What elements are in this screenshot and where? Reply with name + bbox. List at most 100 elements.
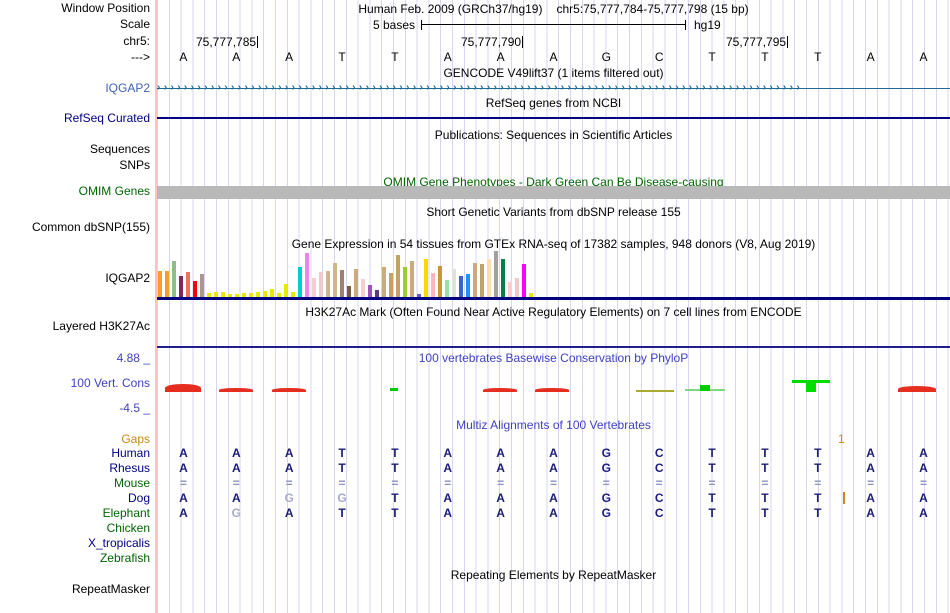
- base-cell: A: [231, 446, 241, 460]
- scale-bar: [421, 20, 686, 30]
- base-cell: T: [708, 491, 716, 505]
- dbsnp-track-label[interactable]: Common dbSNP(155): [31, 220, 150, 234]
- species-label-zebrafish[interactable]: Zebrafish: [99, 551, 150, 565]
- multiz-gaps-label[interactable]: Gaps: [121, 432, 150, 446]
- gtex-tissue-bar: [200, 274, 204, 297]
- base-cell: T: [761, 491, 769, 505]
- base-cell: A: [549, 491, 558, 505]
- gtex-tissue-bar: [438, 266, 442, 297]
- gtex-tissue-bar: [277, 293, 281, 297]
- gtex-tissue-bar: [270, 289, 274, 297]
- gtex-tissue-bar: [480, 264, 484, 297]
- species-label-human[interactable]: Human: [111, 446, 150, 460]
- base-cell: A: [496, 446, 505, 460]
- dbsnp-track-title: Short Genetic Variants from dbSNP releas…: [426, 205, 681, 219]
- h3k27ac-track-label[interactable]: Layered H3K27Ac: [52, 319, 150, 333]
- refseq-curated-label[interactable]: RefSeq Curated: [63, 111, 150, 125]
- gtex-tissue-bar: [452, 269, 456, 297]
- snps-track-label[interactable]: SNPs: [119, 158, 150, 172]
- base-cell: =: [179, 476, 187, 490]
- h3k27ac-track-title: H3K27Ac Mark (Often Found Near Active Re…: [305, 305, 802, 319]
- base-cell: T: [391, 461, 399, 475]
- species-label-mouse[interactable]: Mouse: [113, 476, 150, 490]
- gtex-tissue-bar: [361, 279, 365, 297]
- sequences-track-label[interactable]: Sequences: [89, 142, 150, 156]
- conservation-min-value: -4.5 _: [119, 401, 150, 415]
- base-cell: G: [601, 491, 611, 505]
- base-cell: A: [866, 461, 875, 475]
- gtex-gene-label[interactable]: IQGAP2: [105, 271, 150, 285]
- strand-direction-label[interactable]: --->: [131, 50, 150, 64]
- base-cell: A: [232, 50, 241, 64]
- base-cell: T: [391, 491, 399, 505]
- gencode-gene-strand-arrows[interactable]: ››››››››››››››››››››››››››››››››››››››››…: [157, 81, 950, 95]
- gtex-tissue-bar: [494, 251, 498, 297]
- base-cell: C: [654, 446, 664, 460]
- base-cell: =: [232, 476, 240, 490]
- gtex-tissue-bar: [333, 263, 337, 297]
- gencode-track-title: GENCODE V49lift37 (1 items filtered out): [443, 66, 664, 80]
- omim-genes-label[interactable]: OMIM Genes: [78, 184, 150, 198]
- base-cell: T: [391, 50, 399, 64]
- gtex-tissue-bar: [207, 293, 211, 297]
- base-cell: A: [284, 446, 294, 460]
- gtex-tissue-bar: [249, 293, 253, 297]
- base-cell: A: [549, 50, 558, 64]
- base-cell: =: [497, 476, 505, 490]
- base-cell: A: [179, 446, 188, 460]
- base-cell: T: [338, 506, 346, 520]
- base-cell: =: [549, 476, 557, 490]
- species-label-x-tropicalis[interactable]: X_tropicalis: [87, 536, 150, 550]
- species-label-elephant[interactable]: Elephant: [102, 506, 150, 520]
- gtex-expression-bar-chart[interactable]: [158, 251, 536, 297]
- base-cell: C: [654, 491, 664, 505]
- gtex-tissue-bar: [298, 267, 302, 297]
- gtex-tissue-bar: [515, 278, 519, 297]
- base-cell: T: [761, 446, 769, 460]
- conservation-track-label[interactable]: 100 Vert. Cons: [70, 376, 150, 390]
- dog-insertion-marker: [843, 492, 845, 504]
- track-left-boundary: [155, 0, 157, 613]
- gtex-tissue-bar: [459, 276, 463, 297]
- base-cell: =: [919, 476, 927, 490]
- base-cell: A: [443, 50, 452, 64]
- tick-mark: [787, 36, 789, 48]
- window-position-value: Human Feb. 2009 (GRCh37/hg19) chr5:75,77…: [157, 2, 950, 16]
- base-cell: A: [284, 461, 294, 475]
- gtex-tissue-bar: [445, 280, 449, 297]
- gencode-gene-label[interactable]: IQGAP2: [105, 81, 150, 95]
- omim-gene-bar[interactable]: [157, 186, 950, 199]
- refseq-gene-line[interactable]: [157, 117, 950, 119]
- species-label-rhesus[interactable]: Rhesus: [109, 461, 150, 475]
- base-cell: G: [284, 491, 294, 505]
- h3k27ac-signal-baseline[interactable]: [157, 346, 950, 348]
- strand-arrows-right-icon: ››››››››››››››››››››››››››››››››››››››››…: [157, 82, 804, 93]
- base-cell: =: [338, 476, 346, 490]
- coordinate-tick: 75,777,790: [461, 35, 524, 49]
- omim-track-title: OMIM Gene Phenotypes - Dark Green Can Be…: [383, 175, 724, 189]
- base-cell: =: [814, 476, 822, 490]
- gtex-tissue-bar: [158, 271, 162, 297]
- scale-label: Scale: [119, 17, 150, 31]
- gtex-tissue-bar: [186, 272, 190, 297]
- gtex-tissue-bar: [403, 267, 407, 297]
- gtex-tissue-bar: [417, 294, 421, 297]
- gtex-tissue-bar: [473, 263, 477, 297]
- base-position-guidelines: [157, 0, 950, 613]
- scale-bases: 5 bases: [372, 18, 415, 32]
- base-cell: T: [391, 446, 399, 460]
- base-cell: A: [866, 506, 875, 520]
- refseq-track-title: RefSeq genes from NCBI: [485, 96, 622, 110]
- repeatmasker-track-label[interactable]: RepeatMasker: [71, 582, 150, 596]
- gtex-tissue-bar: [235, 294, 239, 297]
- base-cell: A: [496, 461, 505, 475]
- species-label-chicken[interactable]: Chicken: [106, 521, 150, 535]
- species-label-dog[interactable]: Dog: [127, 491, 150, 505]
- publications-track-title: Publications: Sequences in Scientific Ar…: [434, 128, 673, 142]
- base-cell: T: [338, 50, 346, 64]
- base-cell: T: [761, 461, 769, 475]
- multiz-track-title: Multiz Alignments of 100 Vertebrates: [456, 418, 651, 432]
